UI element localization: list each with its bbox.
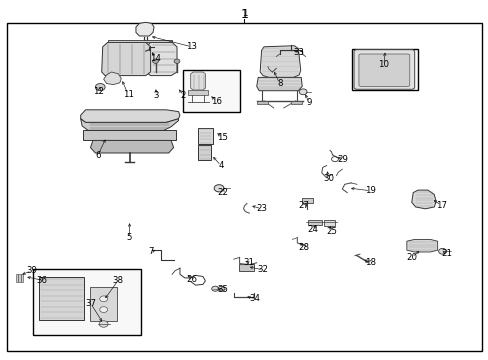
Text: 24: 24 — [307, 225, 318, 234]
Polygon shape — [81, 119, 178, 130]
Text: 9: 9 — [306, 98, 311, 107]
Text: 39: 39 — [26, 266, 37, 275]
Polygon shape — [256, 101, 267, 104]
Polygon shape — [20, 274, 23, 282]
Text: 3: 3 — [153, 91, 159, 100]
Polygon shape — [83, 130, 176, 140]
Circle shape — [99, 321, 108, 327]
Text: 1: 1 — [241, 9, 247, 18]
Text: 7: 7 — [147, 248, 153, 256]
Circle shape — [100, 307, 107, 312]
Polygon shape — [406, 239, 437, 252]
FancyBboxPatch shape — [358, 54, 409, 86]
Polygon shape — [103, 72, 121, 85]
Circle shape — [174, 59, 180, 63]
Text: 26: 26 — [186, 275, 197, 284]
Text: 28: 28 — [298, 243, 309, 252]
Text: 10: 10 — [378, 60, 388, 69]
Polygon shape — [260, 46, 300, 77]
Bar — [33, 269, 141, 335]
Polygon shape — [302, 198, 312, 203]
Text: 36: 36 — [36, 276, 47, 284]
Polygon shape — [145, 42, 177, 76]
Bar — [183, 70, 239, 112]
Text: 17: 17 — [435, 201, 446, 210]
Text: 8: 8 — [276, 79, 282, 88]
Text: 18: 18 — [365, 258, 375, 267]
Text: 33: 33 — [293, 48, 304, 57]
Polygon shape — [90, 140, 173, 153]
Polygon shape — [290, 101, 302, 104]
Bar — [351, 49, 417, 90]
Polygon shape — [323, 220, 334, 226]
Polygon shape — [188, 90, 207, 95]
Text: 25: 25 — [325, 227, 336, 236]
Text: 1: 1 — [240, 8, 248, 21]
Polygon shape — [16, 274, 18, 282]
Circle shape — [152, 59, 158, 63]
Circle shape — [211, 286, 218, 291]
Text: 11: 11 — [122, 90, 133, 99]
Text: 32: 32 — [257, 266, 268, 275]
Text: 38: 38 — [113, 276, 123, 284]
Polygon shape — [107, 40, 172, 42]
Polygon shape — [198, 145, 211, 160]
Circle shape — [214, 185, 224, 192]
Circle shape — [438, 248, 446, 254]
Text: 15: 15 — [217, 133, 227, 142]
Circle shape — [299, 89, 306, 95]
Text: 16: 16 — [211, 97, 222, 106]
Text: 21: 21 — [441, 249, 451, 258]
Text: 5: 5 — [126, 233, 132, 242]
Polygon shape — [18, 274, 20, 282]
Text: 6: 6 — [95, 151, 101, 160]
Text: 2: 2 — [180, 91, 186, 100]
Polygon shape — [307, 220, 321, 225]
Text: 37: 37 — [85, 299, 96, 307]
Polygon shape — [102, 42, 150, 76]
Polygon shape — [136, 22, 154, 36]
Text: 4: 4 — [218, 161, 224, 170]
Polygon shape — [411, 190, 435, 209]
Polygon shape — [238, 264, 254, 271]
Polygon shape — [256, 77, 302, 91]
Text: 30: 30 — [323, 174, 333, 183]
Text: 27: 27 — [298, 202, 309, 210]
Circle shape — [218, 286, 224, 291]
Polygon shape — [81, 110, 180, 122]
Text: 13: 13 — [186, 42, 197, 51]
Text: 31: 31 — [243, 258, 253, 267]
Polygon shape — [198, 128, 212, 144]
Circle shape — [95, 84, 105, 91]
Text: 19: 19 — [365, 186, 375, 195]
Polygon shape — [190, 72, 205, 90]
Text: 35: 35 — [217, 285, 227, 294]
Bar — [90, 287, 117, 321]
Text: 20: 20 — [406, 253, 416, 262]
Text: 23: 23 — [256, 204, 266, 213]
Circle shape — [100, 296, 107, 302]
Text: 29: 29 — [337, 155, 348, 163]
Text: 34: 34 — [249, 294, 260, 303]
Text: 14: 14 — [150, 54, 161, 63]
FancyBboxPatch shape — [353, 50, 414, 89]
Bar — [39, 277, 84, 320]
Text: 12: 12 — [93, 87, 104, 96]
Text: 22: 22 — [217, 188, 227, 197]
